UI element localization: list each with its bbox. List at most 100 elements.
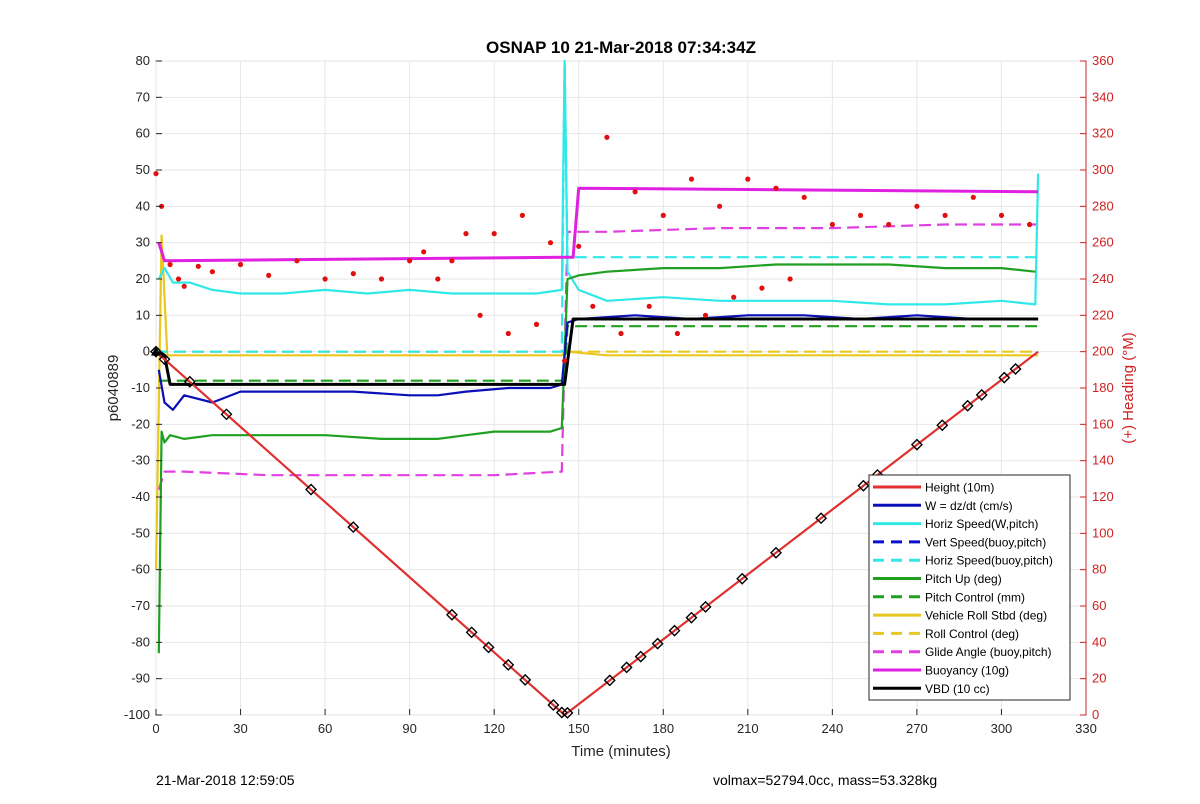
y2-tick-label: 220 (1092, 307, 1114, 322)
legend: Height (10m) W = dz/dt (cm/s) Horiz Speed(… (868, 474, 1071, 701)
heading-point (604, 134, 610, 140)
y2-tick-label: 80 (1092, 562, 1106, 577)
legend-label-vert_buoy: Vert Speed(buoy,pitch) (925, 535, 1046, 549)
y-tick-label: -90 (131, 671, 150, 686)
y-tick-label: 10 (136, 307, 150, 322)
height-diamond-marker (603, 674, 616, 687)
series-line-pitch_up (157, 263, 1036, 654)
y2-tick-label: 100 (1092, 525, 1114, 540)
heading-point (435, 276, 441, 282)
heading-point (294, 258, 300, 264)
height-diamond-marker (770, 546, 782, 559)
y2-tick-label: 160 (1092, 416, 1114, 431)
x-tick-label: 270 (906, 721, 928, 736)
y2-tick-label: 240 (1092, 271, 1114, 286)
heading-point (407, 258, 413, 264)
x-tick-label: 180 (652, 721, 674, 736)
x-tick-label: 120 (483, 721, 505, 736)
height-diamond-marker (620, 661, 633, 674)
height-diamond-marker (685, 611, 698, 624)
legend-label-buoyancy: Buoyancy (10g) (925, 664, 1009, 678)
height-diamond-marker (634, 650, 647, 663)
heading-point (378, 276, 385, 282)
heading-point (731, 294, 737, 300)
heading-point (886, 221, 892, 228)
y-tick-label: -60 (131, 562, 150, 577)
height-diamond-marker (668, 624, 681, 637)
height-diamond-marker (998, 371, 1011, 384)
heading-point (590, 303, 596, 309)
height-diamond-marker (961, 399, 974, 412)
y-tick-label: -20 (131, 416, 150, 431)
y-tick-label: -40 (131, 489, 150, 504)
heading-point (153, 171, 159, 177)
y-axis-label: p6040889 (105, 355, 122, 422)
legend-label-roll: Vehicle Roll Stbd (deg) (925, 609, 1047, 623)
x-tick-label: 0 (152, 721, 159, 736)
height-diamond-marker (547, 698, 560, 711)
legend-label-roll_ctrl: Roll Control (deg) (925, 627, 1019, 641)
height-diamond-marker (1009, 362, 1022, 375)
y-tick-label: 50 (136, 162, 150, 177)
y2-tick-label: 180 (1092, 380, 1114, 395)
y-tick-label: 30 (136, 235, 150, 250)
y-ticks: -100-90-80-70-60-50-40-30-20-10010203040… (124, 53, 162, 722)
heading-point (646, 303, 652, 309)
height-diamond-marker (561, 706, 574, 719)
heading-point (449, 258, 455, 264)
heading-point (829, 221, 836, 228)
y2-tick-label: 340 (1092, 89, 1114, 104)
heading-point (660, 212, 666, 218)
x-tick-label: 60 (318, 721, 332, 736)
x-tick-label: 30 (233, 721, 247, 736)
legend-label-pitch_up: Pitch Up (deg) (925, 572, 1002, 586)
height-diamond-marker (555, 706, 568, 719)
series-line-horiz_w (157, 59, 1040, 306)
y-tick-label: 80 (136, 53, 150, 68)
heading-series (153, 134, 1033, 364)
height-diamond-marker (699, 600, 712, 613)
heading-point (167, 261, 173, 268)
x-tick-label: 210 (737, 721, 759, 736)
heading-point (519, 212, 526, 218)
height-diamond-marker (815, 512, 828, 525)
heading-point (533, 321, 540, 327)
y-tick-label: -10 (131, 380, 150, 395)
footer-timestamp: 21-Mar-2018 12:59:05 (156, 772, 295, 788)
legend-label-w: W = dz/dt (cm/s) (925, 499, 1013, 513)
height-diamond-marker (910, 438, 923, 451)
heading-point (717, 203, 723, 209)
heading-point (505, 330, 511, 337)
heading-point (195, 263, 201, 269)
y-tick-label: -80 (131, 634, 150, 649)
heading-point (266, 272, 272, 278)
y2-tick-label: 320 (1092, 126, 1114, 141)
y-tick-label: -50 (131, 525, 150, 540)
y2-tick-label: 280 (1092, 198, 1114, 213)
heading-point (942, 212, 948, 218)
y2-tick-label: 140 (1092, 453, 1114, 468)
height-diamond-marker (975, 388, 988, 401)
y-tick-label: -30 (131, 453, 150, 468)
height-diamond-marker (347, 521, 360, 534)
heading-point (632, 189, 638, 195)
x-tick-label: 90 (402, 721, 416, 736)
heading-point (857, 212, 864, 218)
height-diamond-marker (857, 479, 870, 492)
legend-label-height: Height (10m) (925, 481, 994, 495)
y2-tick-label: 360 (1092, 53, 1114, 68)
heading-point (209, 269, 215, 275)
height-diamond-marker (936, 419, 949, 432)
height-diamond-marker (220, 408, 233, 421)
heading-point (181, 283, 187, 289)
heading-point (970, 194, 976, 200)
y2-tick-label: 60 (1092, 598, 1106, 613)
heading-point (322, 276, 328, 282)
y2-axis-label: (+) Heading (°M) (1120, 332, 1137, 443)
y-tick-label: 20 (136, 271, 150, 286)
heading-point (773, 185, 779, 191)
height-diamond-marker (158, 353, 171, 366)
y2-tick-label: 40 (1092, 634, 1106, 649)
series-line-horiz_buoy (156, 59, 1039, 353)
